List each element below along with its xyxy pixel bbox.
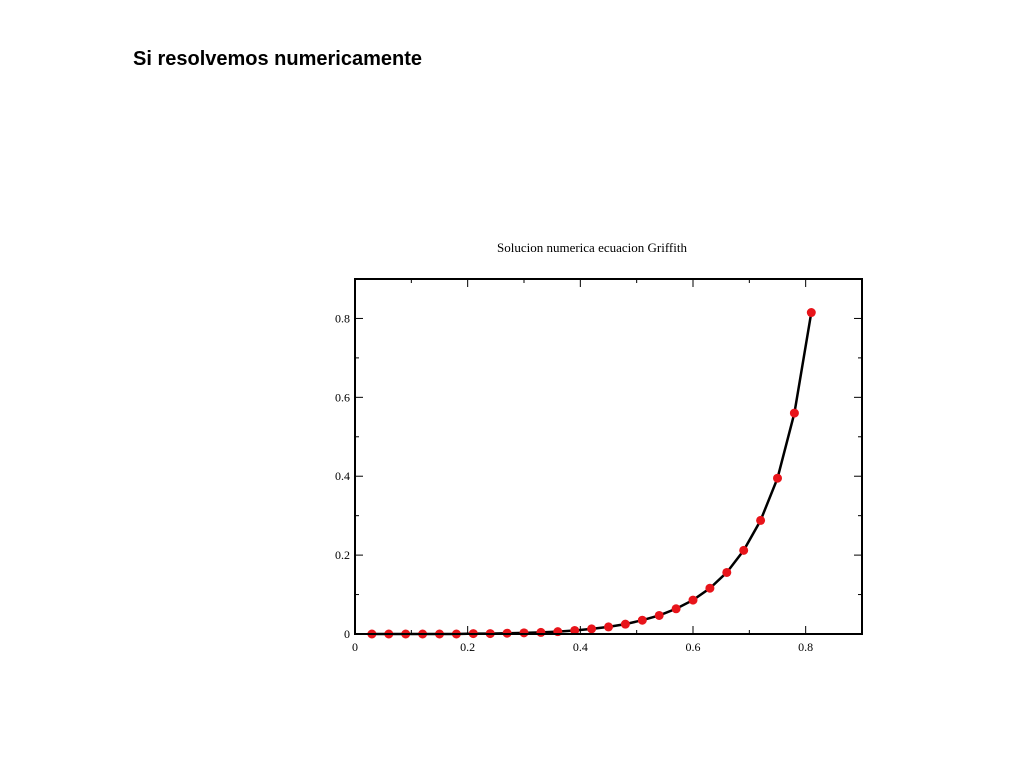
y-tick-label: 0.2 — [335, 548, 350, 562]
chart-title: Solucion numerica ecuacion Griffith — [497, 240, 688, 255]
x-tick-label: 0.4 — [573, 640, 588, 654]
y-tick-label: 0 — [344, 627, 350, 641]
data-point — [587, 624, 597, 634]
data-point — [654, 610, 664, 620]
plot-frame — [354, 278, 863, 635]
data-point — [722, 567, 732, 577]
series-layer — [367, 308, 816, 639]
data-point — [570, 625, 580, 635]
data-point — [604, 622, 613, 632]
x-tick-label: 0.6 — [686, 640, 701, 654]
data-point — [705, 583, 715, 593]
x-tick-label: 0 — [352, 640, 358, 654]
data-point — [637, 615, 647, 625]
data-point — [620, 619, 630, 629]
data-point — [688, 595, 698, 605]
x-tick-label: 0.2 — [460, 640, 475, 654]
data-point — [671, 604, 681, 614]
axis-tick-labels: 0 0.2 0.4 0.6 0.8 0 0.2 0.4 0.6 0.8 — [335, 311, 813, 654]
data-point — [519, 628, 529, 638]
data-point — [789, 408, 799, 418]
data-point — [756, 515, 766, 525]
data-point — [773, 473, 782, 483]
slide-title: Si resolvemos numericamente — [133, 48, 423, 70]
y-tick-label: 0.8 — [335, 311, 350, 325]
axis-ticks — [354, 278, 863, 635]
series-line — [371, 312, 813, 636]
y-tick-label: 0.6 — [335, 390, 350, 404]
data-point — [536, 627, 546, 637]
data-point — [739, 545, 749, 555]
y-tick-label: 0.4 — [335, 469, 350, 483]
data-point — [806, 308, 816, 318]
x-tick-label: 0.8 — [798, 640, 813, 654]
